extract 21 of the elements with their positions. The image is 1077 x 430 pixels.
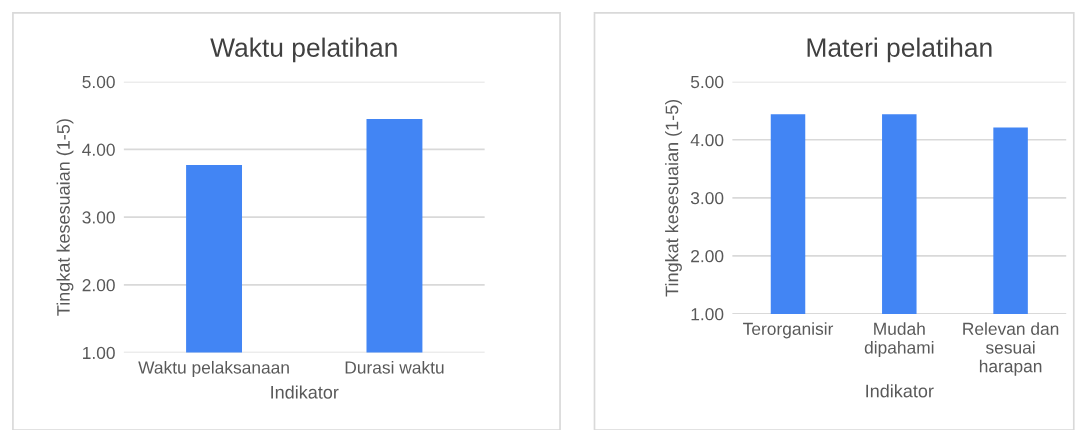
x-axis-title: Indikator <box>271 385 339 399</box>
y-tick-label: 5.00 <box>82 75 115 89</box>
x-tick-label: Durasi waktu <box>345 360 444 374</box>
x-tick-label: Mudah dipahami <box>864 322 934 358</box>
y-tick-label: 1.00 <box>83 346 115 360</box>
y-tick-label: 4.00 <box>690 133 724 147</box>
chart-title: Waktu pelatihan <box>210 37 397 63</box>
x-tick-label: Terorganisir <box>743 322 834 339</box>
y-axis-title: Tingkat kesesuaian (1-5) <box>665 99 682 297</box>
y-tick-label: 3.00 <box>690 191 724 205</box>
y-tick-label: 1.00 <box>691 308 724 321</box>
y-tick-label: 2.00 <box>691 250 724 263</box>
y-tick-label: 5.00 <box>690 75 724 89</box>
x-tick-label: Relevan dan sesuai harapan <box>963 322 1059 376</box>
y-tick-label: 3.00 <box>82 211 115 224</box>
x-axis-title: Indikator <box>866 384 934 398</box>
y-axis-title: Tingkat kesesuaian (1-5) <box>56 119 74 316</box>
y-tick-label: 4.00 <box>82 143 115 156</box>
chart-title: Materi pelatihan <box>807 37 992 63</box>
y-tick-label: 2.00 <box>82 279 115 292</box>
x-tick-label: Waktu pelaksanaan <box>138 360 289 378</box>
